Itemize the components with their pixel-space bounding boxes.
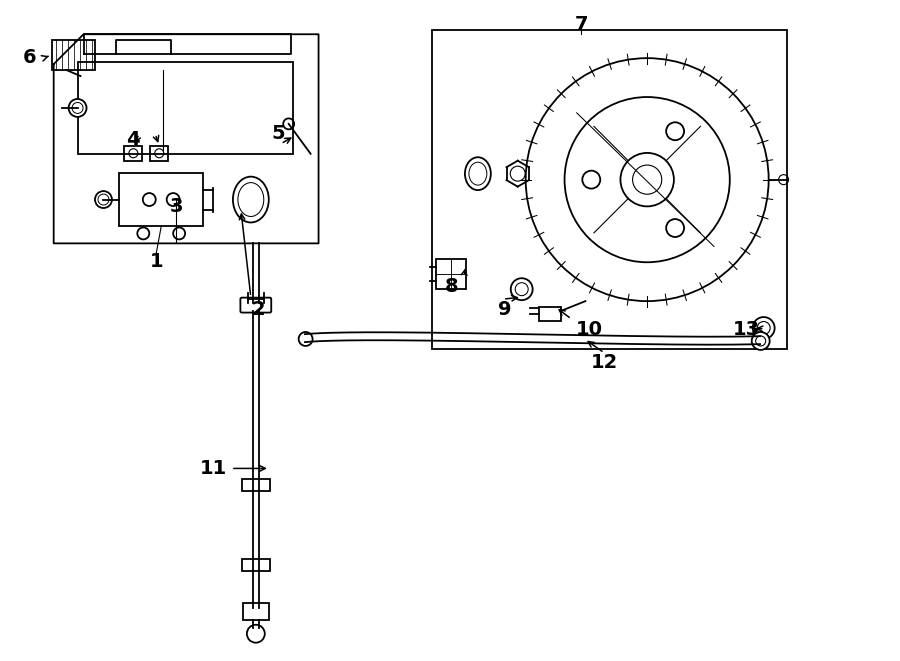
Circle shape <box>68 99 86 117</box>
Text: 4: 4 <box>127 130 140 149</box>
Bar <box>243 603 269 620</box>
Text: 2: 2 <box>252 299 266 319</box>
Text: 5: 5 <box>272 124 285 143</box>
Bar <box>51 40 95 70</box>
Bar <box>436 259 466 289</box>
Bar <box>120 173 203 227</box>
Bar <box>124 146 142 161</box>
Bar <box>77 62 292 154</box>
Circle shape <box>95 191 112 208</box>
Text: 1: 1 <box>149 252 163 271</box>
Text: 8: 8 <box>446 277 459 295</box>
Bar <box>538 307 561 321</box>
Text: 6: 6 <box>23 48 37 67</box>
Text: 13: 13 <box>734 319 760 338</box>
Bar <box>150 146 168 161</box>
Text: 7: 7 <box>575 15 589 34</box>
Bar <box>432 30 787 349</box>
Circle shape <box>752 332 770 350</box>
Text: 11: 11 <box>200 459 227 478</box>
Text: 10: 10 <box>576 319 603 338</box>
Bar <box>242 559 270 571</box>
Text: 3: 3 <box>169 197 183 216</box>
Text: 9: 9 <box>498 299 511 319</box>
Bar <box>242 479 270 491</box>
Text: 12: 12 <box>590 354 618 372</box>
